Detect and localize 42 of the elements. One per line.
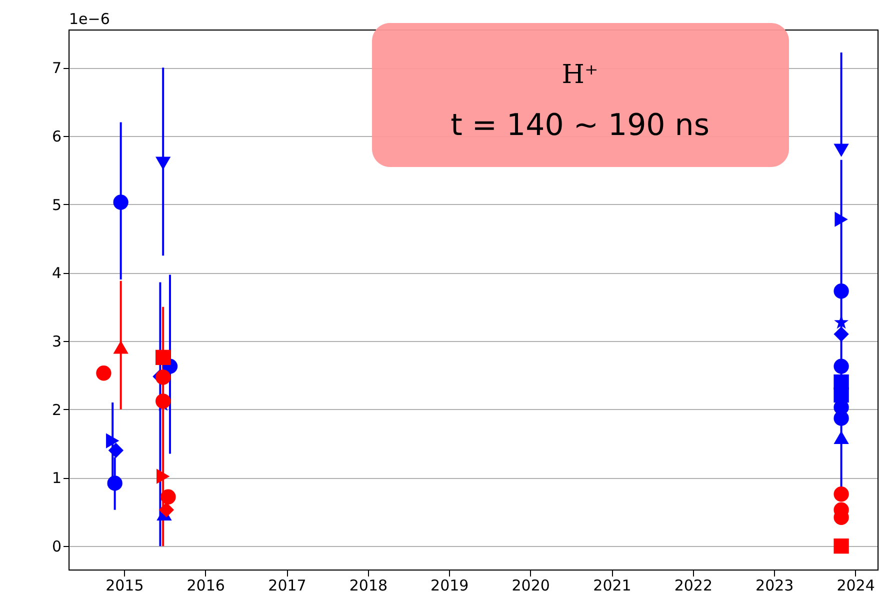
x-tick-label: 2020 [512,576,550,594]
y-tick-label: 7 [52,59,62,78]
point [113,340,128,354]
x-tick-label: 2017 [268,576,306,594]
point [107,476,122,491]
x-tick-label: 2015 [106,576,144,594]
annotation: H⁺ [562,60,598,90]
y-tick-label: 1 [52,469,62,488]
y-tick-label: 3 [52,332,62,351]
point [834,410,849,426]
point [834,144,849,157]
point [158,502,174,518]
point [834,387,849,403]
point [834,538,849,554]
point [156,156,171,170]
point [834,486,849,502]
point [156,350,171,365]
point [156,468,170,484]
x-tick-label: 2019 [430,576,469,594]
x-tick-label: 2023 [756,576,794,594]
point [160,489,176,504]
point [834,326,849,342]
point [108,442,124,458]
point [106,433,120,448]
x-tick-label: 2022 [674,576,713,594]
point [96,366,112,381]
x-tick-label: 2024 [836,576,875,594]
point [834,358,849,374]
x-tick-label: 2021 [593,576,632,594]
y-tick-label: 4 [52,264,62,282]
annotation: t = 140 ~ 190 ns [450,108,710,143]
point [834,212,848,227]
y-tick-label: 2 [52,400,62,419]
x-tick-label: 2016 [186,576,225,594]
point [834,284,849,299]
point [834,430,849,444]
point [113,194,128,210]
y-tick-label: 6 [52,127,62,146]
text: 1e−6 [69,10,110,28]
y-tick-label: 0 [52,538,62,556]
x-tick-label: 2018 [349,576,388,594]
y-tick-label: 5 [52,196,62,214]
